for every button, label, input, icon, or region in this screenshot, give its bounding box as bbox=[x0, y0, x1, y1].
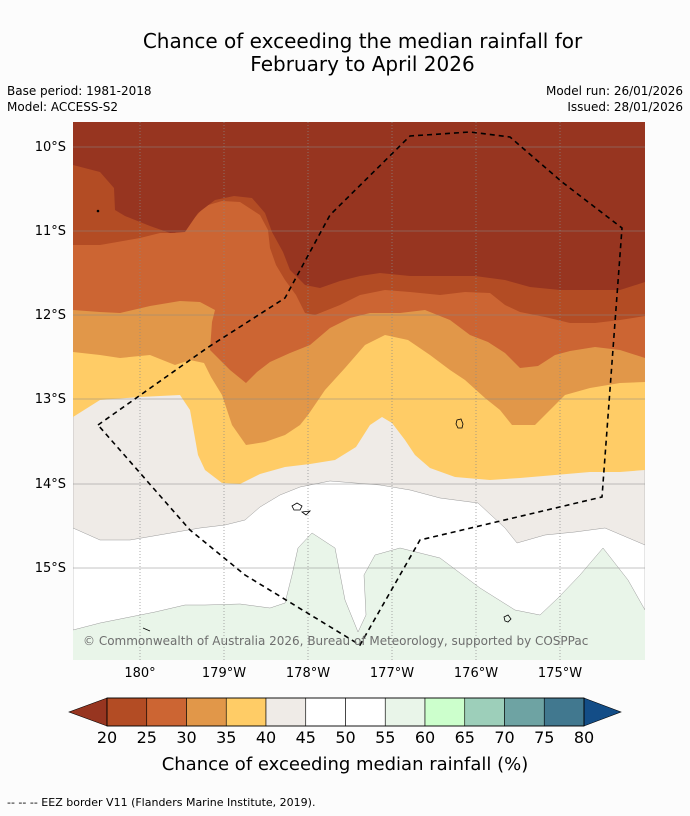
island-west bbox=[142, 627, 151, 632]
colorbar-segment bbox=[225, 697, 267, 727]
colorbar-tick-label: 55 bbox=[375, 728, 395, 747]
lat-label: 12°S bbox=[35, 308, 66, 323]
model-name: Model: ACCESS-S2 bbox=[7, 100, 119, 114]
colorbar-tick-label: 75 bbox=[534, 728, 554, 747]
colorbar-under-arrow bbox=[68, 697, 108, 727]
colorbar-segment bbox=[384, 697, 426, 727]
colorbar-segment bbox=[186, 697, 227, 727]
lat-axis: 10°S 11°S 12°S 13°S 14°S 15°S bbox=[35, 140, 66, 576]
colorbar-frame bbox=[106, 697, 585, 727]
colorbar-label: Chance of exceeding median rainfall (%) bbox=[162, 754, 529, 775]
title-line-1: Chance of exceeding the median rainfall … bbox=[142, 29, 583, 53]
lat-label: 13°S bbox=[35, 392, 66, 407]
lat-label: 10°S bbox=[35, 140, 66, 155]
lon-axis: 180° 179°W 178°W 177°W 176°W 175°W bbox=[124, 666, 582, 681]
colorbar-segment bbox=[464, 697, 505, 727]
island-reef-a bbox=[291, 502, 303, 511]
colorbar-tick-label: 70 bbox=[494, 728, 514, 747]
colorbar-tick-label: 65 bbox=[455, 728, 475, 747]
lat-label: 11°S bbox=[35, 224, 66, 239]
colorbar-tick-label: 80 bbox=[574, 728, 594, 747]
model-run: Model run: 26/01/2026 bbox=[545, 84, 683, 98]
colorbar-segment bbox=[504, 697, 545, 727]
colorbar-segment bbox=[424, 697, 466, 727]
colorbar-over-arrow bbox=[583, 697, 622, 727]
meta-right: Model run: 26/01/2026 Issued: 28/01/2026 bbox=[546, 83, 683, 115]
meta-left: Base period: 1981-2018 Model: ACCESS-S2 bbox=[7, 83, 152, 115]
colorbar-segment bbox=[345, 697, 386, 727]
map-panel: © Commonwealth of Australia 2026, Bureau… bbox=[73, 122, 645, 660]
colorbar-tick-label: 35 bbox=[216, 728, 236, 747]
colorbar-ticks: 20 25 30 35 40 45 50 55 60 65 70 75 80 bbox=[97, 728, 594, 747]
colorbar-tick-label: 50 bbox=[335, 728, 355, 747]
colorbar-segment bbox=[106, 697, 148, 727]
colorbar-segment bbox=[305, 697, 346, 727]
colorbar-tick-label: 60 bbox=[415, 728, 435, 747]
lat-label: 14°S bbox=[35, 477, 66, 492]
colorbar-segment bbox=[543, 697, 585, 727]
island-south bbox=[503, 614, 512, 623]
island-outlines bbox=[96, 209, 512, 632]
lon-label: 175°W bbox=[538, 666, 582, 681]
colorbar-segment bbox=[146, 697, 187, 727]
colorbar-tick-label: 30 bbox=[176, 728, 196, 747]
copyright-notice: © Commonwealth of Australia 2026, Bureau… bbox=[83, 634, 588, 648]
colorbar-segment bbox=[265, 697, 307, 727]
colorbar-segments bbox=[106, 697, 585, 727]
island-dot bbox=[96, 209, 100, 213]
colorbar: 20 25 30 35 40 45 50 55 60 65 70 75 80 Chance of exc… bbox=[68, 697, 622, 775]
eez-border bbox=[96, 131, 623, 647]
colorbar-tick-label: 20 bbox=[97, 728, 117, 747]
colorbar-tick-label: 45 bbox=[296, 728, 316, 747]
base-period: Base period: 1981-2018 bbox=[7, 84, 152, 98]
zone-below-25 bbox=[73, 122, 645, 290]
lon-label: 180° bbox=[124, 666, 155, 681]
lat-label: 15°S bbox=[35, 561, 66, 576]
lon-label: 177°W bbox=[370, 666, 414, 681]
title-line-2: February to April 2026 bbox=[250, 52, 475, 76]
colorbar-tick-label: 40 bbox=[256, 728, 276, 747]
chart-title: Chance of exceeding the median rainfall … bbox=[0, 30, 690, 76]
lat-gridlines bbox=[73, 146, 645, 569]
island-reef-b bbox=[300, 510, 312, 516]
lon-label: 179°W bbox=[202, 666, 246, 681]
lon-label: 176°W bbox=[454, 666, 498, 681]
eez-footnote: -- -- -- EEZ border V11 (Flanders Marine… bbox=[7, 796, 316, 809]
lon-label: 178°W bbox=[286, 666, 330, 681]
colorbar-tick-label: 25 bbox=[137, 728, 157, 747]
issued-date: Issued: 28/01/2026 bbox=[567, 100, 683, 114]
island-east bbox=[455, 418, 464, 429]
